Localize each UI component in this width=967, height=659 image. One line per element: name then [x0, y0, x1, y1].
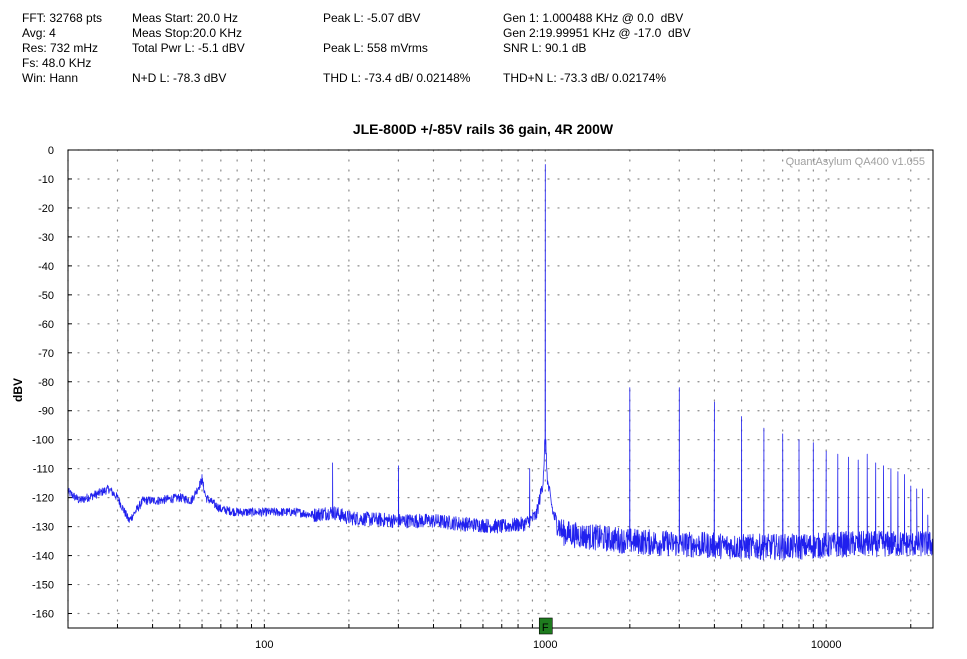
window-label: Win: Hann — [22, 71, 79, 85]
y-tick-label: -140 — [32, 551, 54, 563]
tick-labels: 0 -10 -20 -30 -40 -50 -60 -70 -80 -90 -100 -110 -120… — [32, 145, 912, 651]
y-tick-label: -20 — [38, 203, 54, 215]
y-tick-label: -110 — [33, 464, 54, 476]
y-tick-label: -90 — [38, 406, 54, 418]
y-tick-label: -30 — [38, 232, 54, 244]
fft-chart: JLE-800D +/-85V rails 36 gain, 4R 200W Q… — [11, 121, 934, 651]
averages-label: Avg: 4 — [22, 26, 56, 40]
total-power-label: Total Pwr L: -5.1 dBV — [132, 41, 245, 55]
meas-start-label: Meas Start: 20.0 Hz — [132, 11, 239, 25]
peak-dbv-label: Peak L: -5.07 dBV — [323, 11, 421, 25]
y-tick-label: -50 — [38, 290, 54, 302]
y-tick-label: -100 — [32, 435, 54, 447]
y-tick-label: 0 — [48, 145, 54, 157]
plot-frame — [67, 149, 934, 629]
y-axis-label: dBV — [11, 378, 25, 402]
peak-mvrms-label: Peak L: 558 mVrms — [323, 41, 428, 55]
watermark: QuantAsylum QA400 v1.055 — [786, 156, 925, 168]
y-tick-label: -40 — [38, 261, 54, 273]
thd-label: THD L: -73.4 dB/ 0.02148% — [323, 71, 471, 85]
y-tick-label: -130 — [32, 522, 54, 534]
snr-label: SNR L: 90.1 dB — [503, 41, 587, 55]
stats-panel: FFT: 32768 pts Avg: 4 Res: 732 mHz Fs: 4… — [0, 0, 967, 100]
y-tick-label: -60 — [38, 319, 54, 331]
spectrum-line — [67, 164, 934, 561]
x-tick-label: 100 — [255, 639, 273, 651]
y-tick-label: -160 — [32, 609, 54, 621]
y-tick-label: -80 — [38, 377, 54, 389]
y-tick-label: -70 — [38, 348, 54, 360]
thdn-label: THD+N L: -73.3 dB/ 0.02174% — [503, 71, 667, 85]
chart-title: JLE-800D +/-85V rails 36 gain, 4R 200W — [353, 121, 614, 137]
meas-stop-label: Meas Stop:20.0 KHz — [132, 26, 243, 40]
gen2-label: Gen 2:19.99951 KHz @ -17.0 dBV — [503, 26, 691, 40]
fft-size-label: FFT: 32768 pts — [22, 11, 103, 25]
marker-box — [538, 617, 553, 635]
y-tick-label: -120 — [32, 493, 54, 505]
x-tick-label: 1000 — [533, 639, 557, 651]
fundamental-marker: F — [538, 617, 553, 635]
spectrum-trace — [67, 164, 934, 561]
y-tick-label: -10 — [38, 174, 54, 186]
marker-label: F — [542, 622, 549, 634]
gen1-label: Gen 1: 1.000488 KHz @ 0.0 dBV — [503, 11, 684, 25]
grid — [67, 149, 934, 629]
x-tick-label: 10000 — [811, 639, 842, 651]
y-tick-label: -150 — [32, 580, 54, 592]
resolution-label: Res: 732 mHz — [22, 41, 99, 55]
sample-rate-label: Fs: 48.0 KHz — [22, 56, 92, 70]
noise-distortion-label: N+D L: -78.3 dBV — [132, 71, 227, 85]
